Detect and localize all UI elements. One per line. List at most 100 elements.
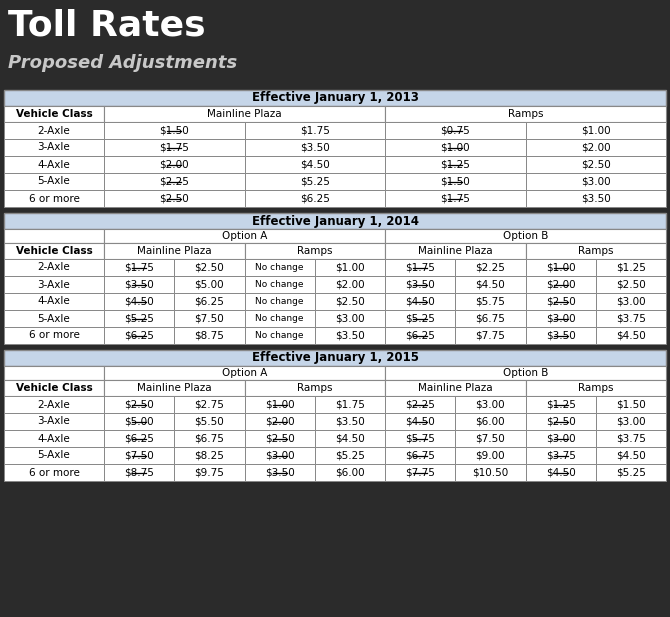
Bar bbox=[315, 259, 385, 276]
Text: $4.50: $4.50 bbox=[616, 450, 646, 460]
Text: No change: No change bbox=[255, 263, 304, 272]
Text: $6.75: $6.75 bbox=[194, 434, 224, 444]
Bar bbox=[315, 413, 385, 430]
Bar bbox=[315, 447, 385, 464]
Bar bbox=[104, 366, 385, 380]
Text: $2.50: $2.50 bbox=[124, 399, 154, 410]
Bar bbox=[245, 156, 385, 173]
Bar bbox=[104, 430, 174, 447]
Bar bbox=[4, 447, 104, 464]
Text: $3.00: $3.00 bbox=[335, 313, 364, 323]
Bar bbox=[525, 310, 596, 327]
Bar bbox=[385, 106, 666, 122]
Text: Option B: Option B bbox=[502, 368, 548, 378]
Text: 5-Axle: 5-Axle bbox=[38, 176, 70, 186]
Bar bbox=[596, 396, 666, 413]
Text: $4.50: $4.50 bbox=[124, 297, 154, 307]
Text: 5-Axle: 5-Axle bbox=[38, 450, 70, 460]
Text: $4.50: $4.50 bbox=[476, 280, 505, 289]
Bar bbox=[4, 276, 104, 293]
Text: 3-Axle: 3-Axle bbox=[38, 416, 70, 426]
Text: Mainline Plaza: Mainline Plaza bbox=[207, 109, 282, 119]
Text: 6 or more: 6 or more bbox=[29, 331, 80, 341]
Bar bbox=[596, 327, 666, 344]
Text: $2.00: $2.00 bbox=[335, 280, 364, 289]
Text: Mainline Plaza: Mainline Plaza bbox=[418, 246, 492, 256]
Text: $5.50: $5.50 bbox=[194, 416, 224, 426]
Text: Mainline Plaza: Mainline Plaza bbox=[418, 383, 492, 393]
Bar bbox=[4, 293, 104, 310]
Bar bbox=[315, 430, 385, 447]
Text: $1.75: $1.75 bbox=[405, 262, 435, 273]
Text: $3.00: $3.00 bbox=[616, 416, 646, 426]
Bar bbox=[315, 464, 385, 481]
Bar bbox=[525, 430, 596, 447]
Bar bbox=[104, 327, 174, 344]
Text: Option B: Option B bbox=[502, 231, 548, 241]
Text: $2.50: $2.50 bbox=[265, 434, 295, 444]
Bar bbox=[174, 396, 245, 413]
Bar bbox=[4, 156, 104, 173]
Text: 4-Axle: 4-Axle bbox=[38, 160, 70, 170]
Bar bbox=[315, 396, 385, 413]
Text: Vehicle Class: Vehicle Class bbox=[15, 109, 92, 119]
Bar bbox=[104, 259, 174, 276]
Bar bbox=[0, 0, 670, 88]
Bar bbox=[104, 413, 174, 430]
Text: $1.50: $1.50 bbox=[616, 399, 646, 410]
Text: $2.50: $2.50 bbox=[581, 160, 610, 170]
Bar bbox=[455, 447, 525, 464]
Text: $8.75: $8.75 bbox=[124, 468, 154, 478]
Bar bbox=[245, 396, 315, 413]
Text: $3.75: $3.75 bbox=[616, 434, 646, 444]
Text: $7.75: $7.75 bbox=[476, 331, 505, 341]
Bar bbox=[174, 276, 245, 293]
Bar bbox=[104, 243, 245, 259]
Text: Mainline Plaza: Mainline Plaza bbox=[137, 383, 212, 393]
Text: $2.00: $2.00 bbox=[265, 416, 294, 426]
Text: $1.50: $1.50 bbox=[440, 176, 470, 186]
Bar bbox=[385, 366, 666, 380]
Text: $5.75: $5.75 bbox=[476, 297, 505, 307]
Text: $1.25: $1.25 bbox=[440, 160, 470, 170]
Bar bbox=[385, 259, 455, 276]
Bar bbox=[4, 106, 104, 122]
Bar bbox=[174, 430, 245, 447]
Bar bbox=[525, 276, 596, 293]
Text: $1.00: $1.00 bbox=[265, 399, 294, 410]
Text: Ramps: Ramps bbox=[578, 246, 614, 256]
Text: $2.25: $2.25 bbox=[405, 399, 435, 410]
Text: $3.50: $3.50 bbox=[265, 468, 295, 478]
Text: $0.75: $0.75 bbox=[440, 125, 470, 136]
Text: $3.50: $3.50 bbox=[335, 331, 364, 341]
Text: $4.50: $4.50 bbox=[300, 160, 330, 170]
Bar bbox=[385, 447, 455, 464]
Bar bbox=[385, 276, 455, 293]
Bar bbox=[385, 122, 525, 139]
Text: $5.00: $5.00 bbox=[125, 416, 154, 426]
Bar bbox=[315, 293, 385, 310]
Text: $9.75: $9.75 bbox=[194, 468, 224, 478]
Bar bbox=[525, 293, 596, 310]
Bar bbox=[596, 447, 666, 464]
Bar bbox=[4, 310, 104, 327]
Text: $3.00: $3.00 bbox=[476, 399, 505, 410]
Text: $5.25: $5.25 bbox=[405, 313, 435, 323]
Text: $1.00: $1.00 bbox=[581, 125, 610, 136]
Text: No change: No change bbox=[255, 314, 304, 323]
Text: $3.75: $3.75 bbox=[545, 450, 576, 460]
Text: $5.00: $5.00 bbox=[194, 280, 224, 289]
Text: $6.75: $6.75 bbox=[476, 313, 505, 323]
Text: $1.00: $1.00 bbox=[440, 143, 470, 152]
Bar bbox=[385, 464, 455, 481]
Bar bbox=[385, 156, 525, 173]
Bar bbox=[455, 430, 525, 447]
Bar bbox=[596, 430, 666, 447]
Bar bbox=[385, 430, 455, 447]
Text: $3.50: $3.50 bbox=[124, 280, 154, 289]
Text: $2.25: $2.25 bbox=[159, 176, 189, 186]
Text: $2.50: $2.50 bbox=[546, 416, 576, 426]
Bar bbox=[385, 380, 525, 396]
Text: Effective January 1, 2014: Effective January 1, 2014 bbox=[251, 215, 419, 228]
Bar bbox=[455, 413, 525, 430]
